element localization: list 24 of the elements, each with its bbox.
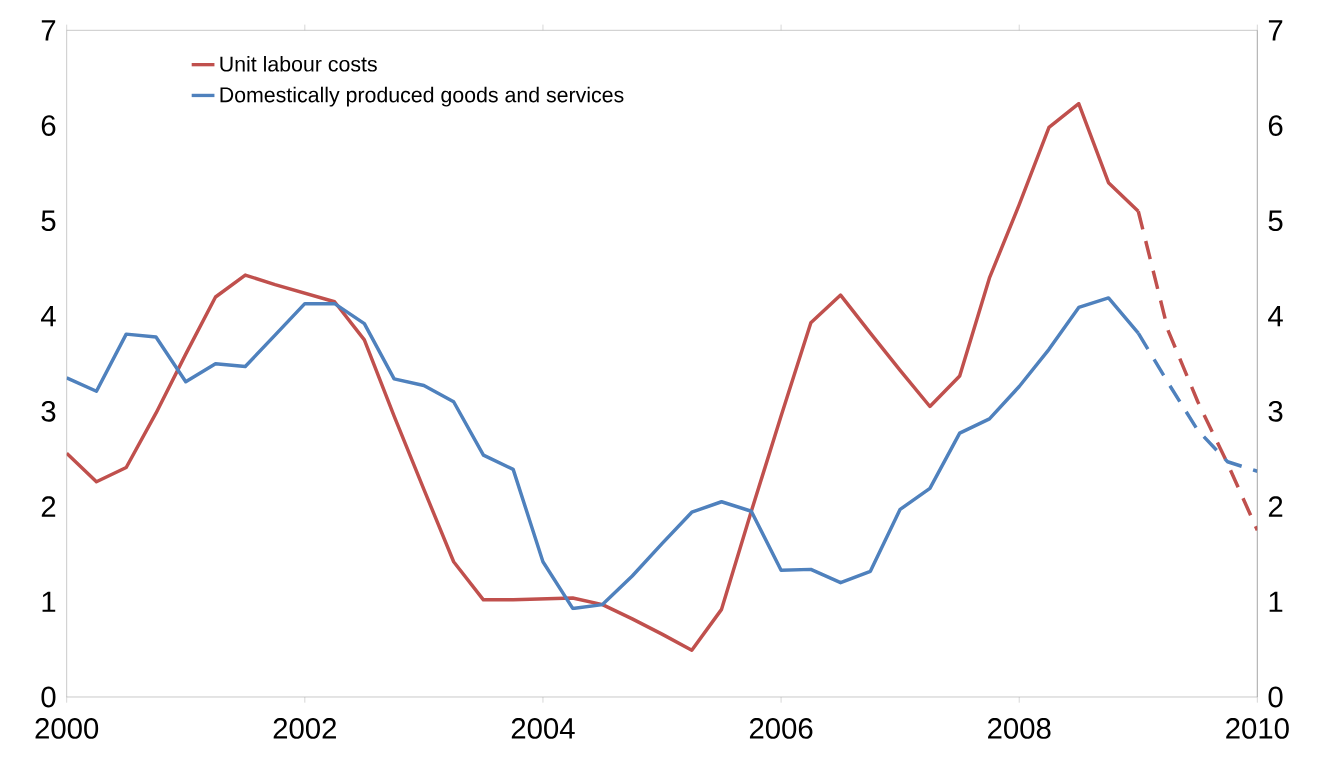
y2-tick-label: 6: [1268, 115, 1283, 136]
y2-tick-label: 2: [1268, 496, 1283, 517]
y-tick-label: 0: [41, 686, 56, 708]
y-tick-label: 6: [41, 115, 56, 136]
legend-label: Domestically produced goods and services: [220, 86, 624, 107]
y2-tick-label: 7: [1268, 20, 1283, 41]
x-tick-label: 2008: [988, 718, 1051, 739]
y2-tick-label: 5: [1268, 210, 1283, 232]
x-tick-label: 2004: [511, 718, 575, 739]
y-tick-label: 7: [41, 20, 56, 41]
legend-label: Unit labour costs: [220, 55, 377, 72]
y-tick-label: 3: [41, 400, 56, 422]
y-tick-label: 5: [41, 210, 56, 232]
y2-tick-label: 0: [1268, 686, 1283, 708]
y-tick-label: 1: [42, 591, 56, 612]
x-tick-label: 2006: [749, 718, 813, 739]
y2-tick-label: 4: [1268, 305, 1283, 327]
y-tick-label: 2: [41, 496, 56, 517]
y2-tick-label: 3: [1268, 400, 1283, 422]
x-tick-label: 2002: [273, 718, 336, 739]
y2-tick-label: 1: [1269, 591, 1283, 612]
x-tick-label: 2010: [1226, 718, 1289, 739]
x-tick-label: 2000: [35, 718, 99, 739]
y-tick-label: 4: [40, 305, 56, 327]
